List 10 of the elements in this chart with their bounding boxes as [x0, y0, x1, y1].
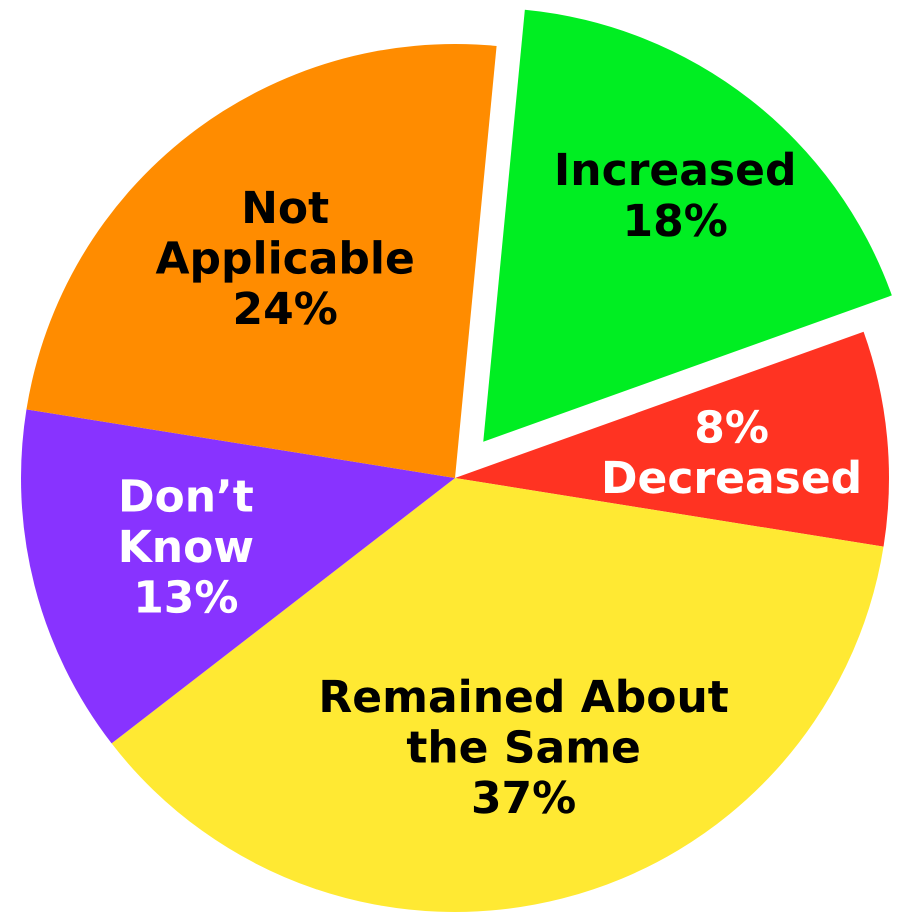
data-label: 24%: [232, 284, 338, 336]
data-label: 18%: [622, 196, 728, 247]
slice-label: Increased: [554, 145, 796, 196]
data-label: 13%: [133, 572, 239, 624]
slice-label: Not Applicable: [155, 183, 415, 285]
slice-label: Don’t Know: [118, 471, 254, 574]
slice-label: Remained About the Same: [318, 672, 729, 774]
slice-label: Decreased: [600, 453, 862, 504]
data-label: 8%: [694, 402, 769, 454]
data-label: 37%: [470, 773, 576, 824]
